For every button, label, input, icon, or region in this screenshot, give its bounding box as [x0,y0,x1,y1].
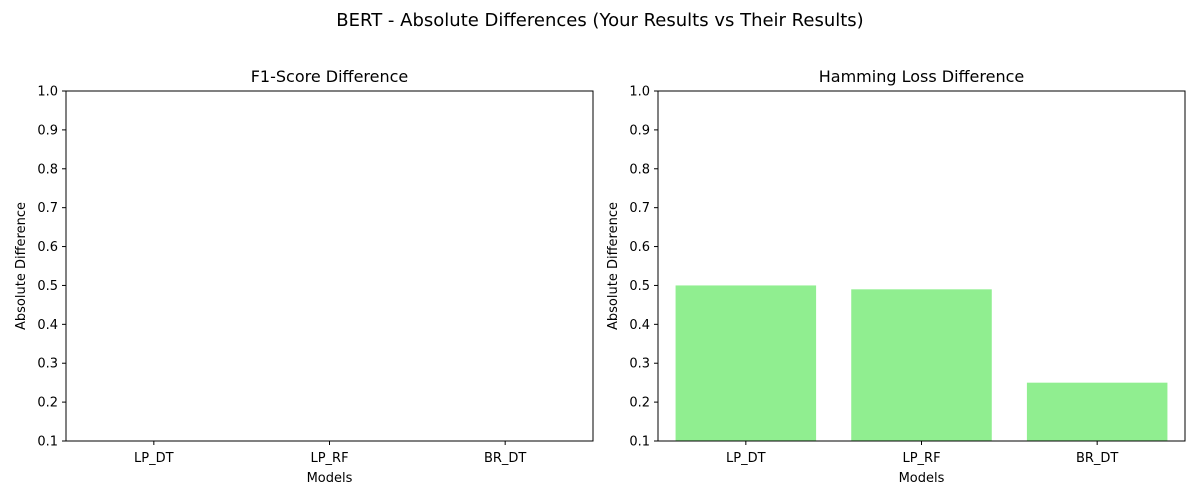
figure-title: BERT - Absolute Differences (Your Result… [336,10,863,31]
x-tick-label: BR_DT [1076,451,1118,466]
y-tick-label: 0.7 [629,201,650,216]
axes-frame [65,90,594,442]
x-axis-label: Models [899,471,945,486]
y-tick-label: 0.1 [37,435,58,450]
y-axis-label: Absolute Difference [14,202,29,330]
y-tick-label: 0.9 [37,123,58,138]
x-tick-label: LP_RF [310,451,348,466]
y-tick-label: 0.6 [629,240,650,255]
y-tick-label: 0.5 [629,279,650,294]
x-tick-label: LP_RF [902,451,940,466]
y-tick-label: 0.9 [629,123,650,138]
y-tick-label: 0.2 [37,396,58,411]
bar-lp-rf [851,289,992,441]
x-axis-label: Models [307,471,353,486]
y-tick-label: 1.0 [37,85,58,100]
x-tick-label: LP_DT [134,451,174,466]
y-tick-label: 0.8 [629,162,650,177]
y-tick-label: 0.6 [37,240,58,255]
y-tick-label: 0.7 [37,201,58,216]
x-tick-label: BR_DT [484,451,526,466]
y-tick-label: 0.4 [629,318,650,333]
subplot-title: F1-Score Difference [251,67,409,86]
subplot-2: 0.1 0.2 0.3 0.4 0.5 0.6 0.7 0.8 0.9 1.0 LP_DT LP_RF… [606,67,1186,486]
subplot-title: Hamming Loss Difference [819,67,1025,86]
y-tick-label: 0.8 [37,162,58,177]
y-tick-label: 1.0 [629,85,650,100]
y-tick-label: 0.3 [37,357,58,372]
y-tick-label: 0.2 [629,396,650,411]
y-axis-label: Absolute Difference [606,202,621,330]
bar-br-dt [1026,382,1168,441]
x-tick-label: LP_DT [726,451,766,466]
y-tick-label: 0.5 [37,279,58,294]
y-tick-label: 0.1 [629,435,650,450]
y-tick-label: 0.3 [629,357,650,372]
subplot-1: 0.1 0.2 0.3 0.4 0.5 0.6 0.7 0.8 0.9 1.0 LP_DT LP_RF… [14,67,594,486]
y-tick-label: 0.4 [37,318,58,333]
bar-lp-dt [675,285,817,441]
